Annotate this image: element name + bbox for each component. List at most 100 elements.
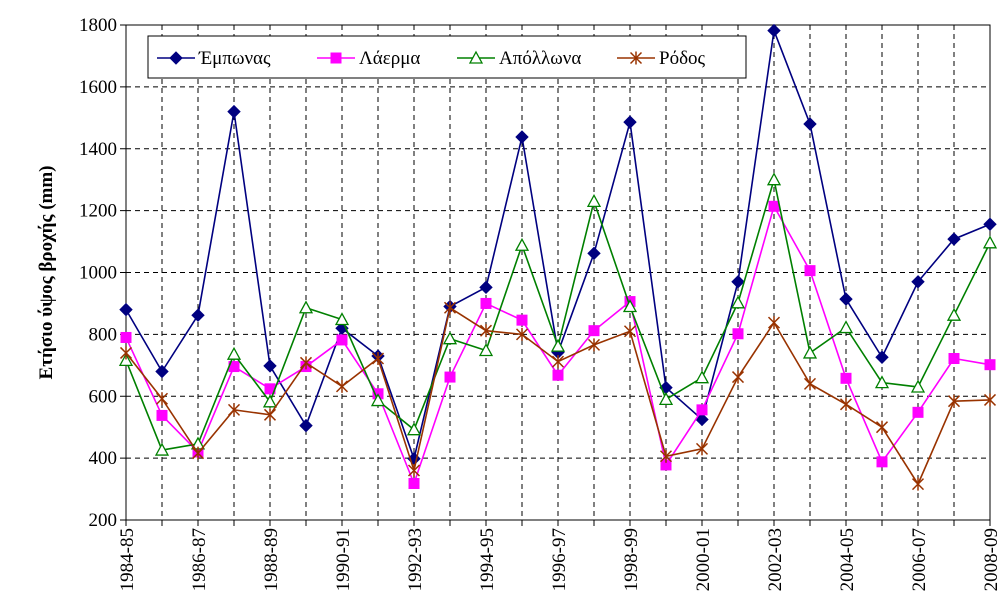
data-point (659, 449, 673, 463)
data-point (155, 364, 169, 379)
data-point (983, 393, 997, 407)
data-point (227, 403, 241, 417)
data-point (767, 316, 781, 330)
data-point (515, 130, 529, 144)
y-axis-title: Ετήσιο ύψος βροχής (mm) (36, 166, 57, 380)
data-point (262, 394, 278, 408)
data-point (767, 23, 781, 38)
data-point (948, 353, 960, 365)
data-point (875, 350, 889, 364)
data-point (551, 355, 565, 369)
series-2 (118, 172, 998, 456)
series-group (118, 23, 998, 491)
series-1 (120, 200, 996, 489)
x-tick-label: 2000-01 (693, 528, 714, 591)
data-point (804, 265, 816, 277)
data-point (299, 356, 313, 370)
data-point (119, 302, 133, 317)
data-point (336, 334, 348, 346)
data-point (658, 391, 674, 405)
y-axis-ticks: 200 400 600 800 1000 1200 1400 1600 1800 (79, 15, 126, 531)
data-point (120, 331, 132, 343)
data-point (227, 104, 241, 119)
x-tick-label: 2002-03 (765, 528, 786, 591)
data-point (588, 325, 600, 337)
data-point (406, 422, 422, 436)
x-tick-label: 1984-85 (117, 528, 138, 591)
data-point (983, 217, 997, 231)
y-tick-label: 200 (89, 510, 118, 531)
data-point (334, 312, 350, 326)
y-tick-label: 1000 (79, 263, 117, 284)
x-tick-label: 1986-87 (189, 528, 210, 591)
data-point (371, 352, 385, 366)
y-tick-label: 1600 (79, 77, 117, 98)
data-point (622, 299, 638, 313)
data-point (912, 406, 924, 418)
data-point (515, 327, 529, 341)
data-point (768, 200, 780, 212)
x-tick-label: 1994-95 (477, 528, 498, 591)
series-3 (119, 301, 997, 491)
data-point (875, 420, 889, 434)
legend-marker (330, 52, 342, 64)
x-tick-label: 2008-09 (981, 528, 1002, 591)
data-point (731, 275, 745, 289)
data-point (696, 404, 708, 416)
data-point (730, 295, 746, 309)
x-axis-ticks: 1984-85 1986-87 1988-89 1990-91 1992-93 1994-… (117, 520, 1002, 591)
data-point (479, 324, 493, 338)
x-tick-label: 2004-05 (837, 528, 858, 591)
data-point (947, 232, 961, 246)
y-tick-label: 800 (89, 324, 118, 345)
data-point (946, 307, 962, 321)
data-point (587, 338, 601, 352)
data-point (694, 370, 710, 384)
data-point (263, 359, 277, 373)
data-point (480, 297, 492, 309)
data-point (191, 446, 205, 460)
data-point (550, 338, 566, 352)
legend-label: Λάερμα (359, 48, 420, 69)
data-point (444, 371, 456, 383)
data-point (516, 314, 528, 326)
legend-label: Έμπωνας (198, 48, 271, 69)
data-point (191, 308, 205, 322)
data-point (732, 328, 744, 340)
x-tick-label: 1996-97 (549, 528, 570, 591)
data-point (408, 477, 420, 489)
data-point (838, 320, 854, 334)
y-tick-label: 400 (89, 448, 118, 469)
x-tick-label: 1992-93 (405, 528, 426, 591)
series-0 (119, 23, 997, 466)
data-point (442, 331, 458, 345)
data-point (407, 464, 421, 477)
data-point (910, 379, 926, 393)
data-point (766, 172, 782, 186)
data-point (552, 369, 564, 381)
data-point (623, 115, 637, 129)
data-point (226, 346, 242, 360)
data-point (803, 117, 817, 131)
data-point (478, 343, 494, 357)
data-point (155, 392, 169, 406)
data-point (443, 301, 457, 315)
data-point (947, 394, 961, 408)
data-point (695, 412, 709, 427)
data-point (982, 235, 998, 249)
data-point (299, 418, 313, 433)
legend-marker (468, 50, 484, 64)
data-point (479, 280, 493, 295)
legend-label: Απόλλωνα (499, 48, 581, 69)
legend: Έμπωνας Λάερμα Απόλλωνα Ρόδος (147, 35, 747, 79)
data-point (876, 456, 888, 468)
x-tick-label: 1990-91 (333, 528, 354, 591)
data-point (623, 324, 637, 338)
legend-box (147, 35, 747, 79)
data-point (586, 193, 602, 207)
data-point (156, 409, 168, 421)
data-point (335, 379, 349, 393)
x-tick-label: 1998-99 (621, 528, 642, 591)
data-point (803, 377, 817, 391)
data-point (154, 442, 170, 456)
